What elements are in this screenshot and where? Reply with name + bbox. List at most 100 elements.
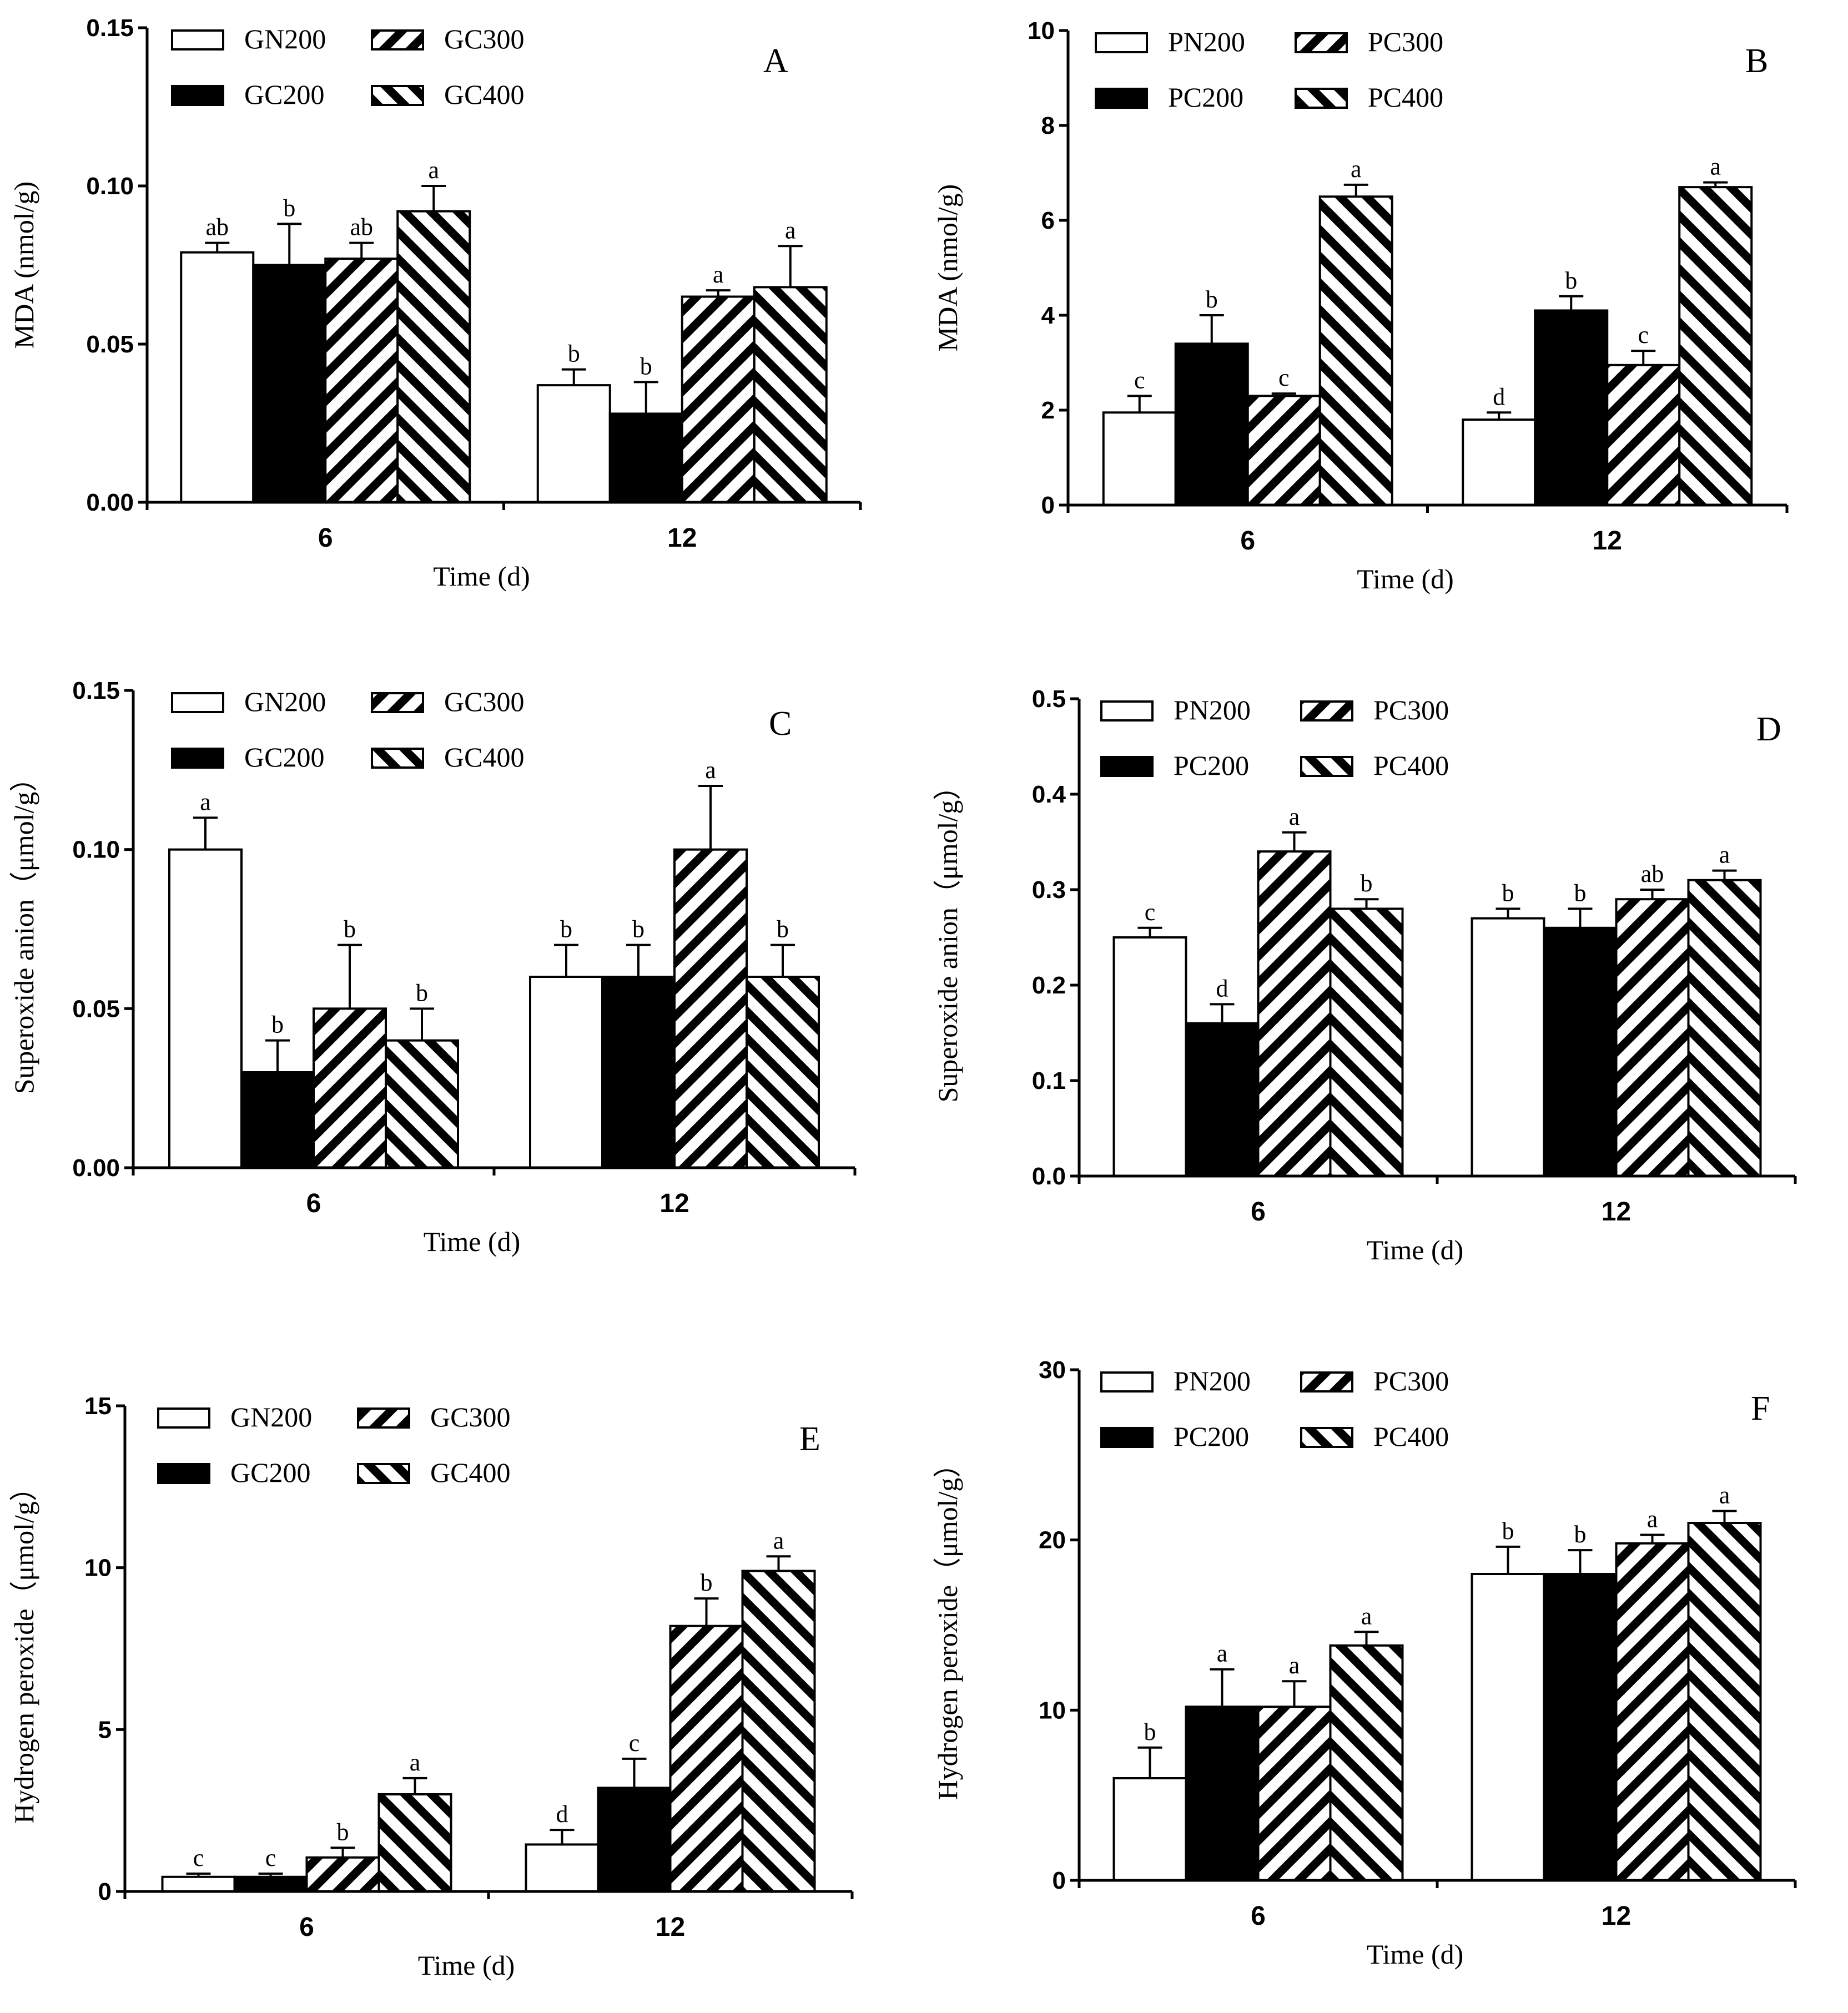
panel-letter: E (799, 1420, 820, 1458)
significance-letter: a (1719, 841, 1730, 869)
significance-letter: a (200, 788, 211, 815)
y-tick-label: 4 (1041, 302, 1055, 329)
significance-letter: ab (1641, 860, 1664, 887)
bar-pc300-12 (1615, 1542, 1690, 1881)
bar-pc300-12 (1615, 898, 1690, 1177)
bar-gc200-12 (608, 412, 683, 504)
panel-a: ab b b b ab a a a 0.00 0.05 0.10 0.15 6 12 Time (d) MDA… (0, 0, 924, 671)
legend-label-gn200: GN200 (244, 686, 326, 717)
y-tick-label: 0.10 (72, 836, 120, 864)
bar-pc200-12 (1543, 926, 1618, 1177)
y-tick-label: 0 (98, 1878, 112, 1905)
legend-label-pc200: PC200 (1174, 1421, 1249, 1452)
bar-gc400-12 (746, 976, 820, 1169)
legend-swatch-gc400 (371, 748, 424, 769)
y-tick-label: 0.2 (1032, 972, 1066, 999)
bar-gc200-12 (597, 1787, 672, 1893)
legend-swatch-pn200 (1100, 700, 1154, 722)
y-axis-title: Hydrogen peroxide（μmol/g） (932, 1450, 963, 1800)
significance-letter: c (193, 1844, 204, 1871)
significance-letter: b (1206, 286, 1218, 313)
significance-letter: c (1278, 364, 1290, 391)
legend-label-pc200: PC200 (1168, 82, 1243, 113)
legend-label-gc400: GC400 (444, 79, 524, 110)
y-tick-label: 0.5 (1032, 685, 1066, 713)
significance-letter: a (785, 216, 796, 244)
chart-b-svg: c d b b c c a a 0 2 4 6 8 10 6 12 Time (d) MDA (nmol/g) B P… (932, 17, 1789, 594)
bar-gc300-12 (681, 295, 756, 503)
legend-swatch-gc200 (157, 1463, 210, 1484)
panel-letter: F (1751, 1390, 1770, 1427)
x-axis-title: Time (d) (433, 561, 530, 592)
y-tick-label: 0.05 (72, 995, 120, 1022)
significance-letter: a (428, 157, 439, 184)
significance-letter: a (1289, 803, 1300, 830)
y-tick-label: 0 (1041, 492, 1055, 519)
bar-gn200-6 (161, 1875, 236, 1893)
legend-label-gc300: GC300 (430, 1401, 510, 1432)
legend-label-pc300: PC300 (1373, 1365, 1449, 1396)
bar-pn200-6 (1102, 411, 1177, 507)
legend-label-gc200: GC200 (230, 1457, 310, 1488)
significance-letter: b (640, 352, 652, 380)
significance-letter: d (556, 1800, 568, 1828)
x-category-label: 6 (1251, 1901, 1266, 1931)
panel-c: a b b b b a b b 0.00 0.05 0.10 0.15 6 12 Time (d) Super… (0, 671, 924, 1342)
bar-pc400-12 (1678, 186, 1753, 506)
legend-swatch-gc400 (371, 85, 424, 106)
bar-gc400-12 (741, 1570, 816, 1893)
y-tick-label: 0.0 (1032, 1163, 1066, 1190)
significance-letter: c (629, 1729, 640, 1757)
bar-pc300-6 (1257, 850, 1332, 1177)
significance-letter: a (705, 756, 716, 784)
significance-letter: c (265, 1844, 276, 1871)
x-axis-title: Time (d) (424, 1226, 521, 1257)
bar-pc300-12 (1606, 364, 1681, 507)
legend-label-gc200: GC200 (244, 741, 324, 773)
bar-pn200-6 (1112, 936, 1187, 1177)
panel-b: c d b b c c a a 0 2 4 6 8 10 6 12 Time (d) MDA (nmol/g) B P… (924, 0, 1847, 671)
bar-gc300-6 (313, 1007, 387, 1169)
significance-letter: a (1719, 1482, 1730, 1509)
significance-letter: c (1145, 899, 1156, 926)
bar-gc200-6 (233, 1875, 308, 1893)
bar-gn200-12 (529, 976, 603, 1169)
bar-pc200-6 (1174, 342, 1249, 506)
significance-letter: b (1502, 1517, 1514, 1545)
y-tick-label: 0 (1053, 1867, 1066, 1894)
bar-gc400-6 (396, 210, 471, 504)
significance-letter: a (1217, 1640, 1228, 1667)
panel-d: c b d b a ab b a 0.0 0.1 0.2 0.3 0.4 0.5 6 12 Time (d) Su… (924, 671, 1847, 1342)
bar-pn200-6 (1112, 1777, 1187, 1881)
legend-swatch-pc200 (1100, 1427, 1154, 1448)
bar-gc400-6 (385, 1039, 459, 1169)
y-tick-label: 0.10 (86, 173, 134, 200)
y-tick-label: 0.05 (86, 331, 134, 358)
legend-swatch-pc200 (1100, 756, 1154, 777)
significance-letter: b (1574, 1521, 1587, 1548)
panel-letter: A (763, 42, 788, 80)
bar-gc300-6 (324, 258, 399, 503)
y-tick-label: 2 (1041, 397, 1055, 424)
legend-swatch-pc300 (1295, 32, 1348, 53)
x-category-label: 12 (1602, 1901, 1631, 1931)
legend-swatch-gc200 (171, 748, 224, 769)
significance-letter: a (410, 1749, 421, 1776)
chart-e-svg: c d c c b b a a 0 5 10 15 6 12 Time (d) Hydrogen peroxi… (8, 1393, 854, 1981)
x-axis-title: Time (d) (1357, 563, 1454, 594)
bar-gc300-12 (673, 848, 748, 1169)
significance-letter: b (701, 1569, 713, 1596)
legend-label-gc300: GC300 (444, 686, 524, 717)
panel-f: b b a b a a a a 0 10 20 30 6 12 Time (d) Hydrogen perox… (924, 1342, 1847, 2013)
legend-swatch-pn200 (1095, 32, 1148, 53)
bar-gc400-12 (753, 286, 828, 504)
x-category-label: 12 (659, 1189, 689, 1218)
y-tick-label: 0.3 (1032, 876, 1066, 904)
bar-pn200-12 (1471, 917, 1545, 1177)
significance-letter: b (632, 916, 644, 943)
legend-label-gc400: GC400 (430, 1457, 510, 1488)
x-axis-title: Time (d) (418, 1950, 515, 1981)
bar-gn200-6 (180, 251, 255, 503)
y-tick-label: 0.4 (1032, 781, 1066, 808)
x-category-label: 6 (1251, 1197, 1266, 1227)
